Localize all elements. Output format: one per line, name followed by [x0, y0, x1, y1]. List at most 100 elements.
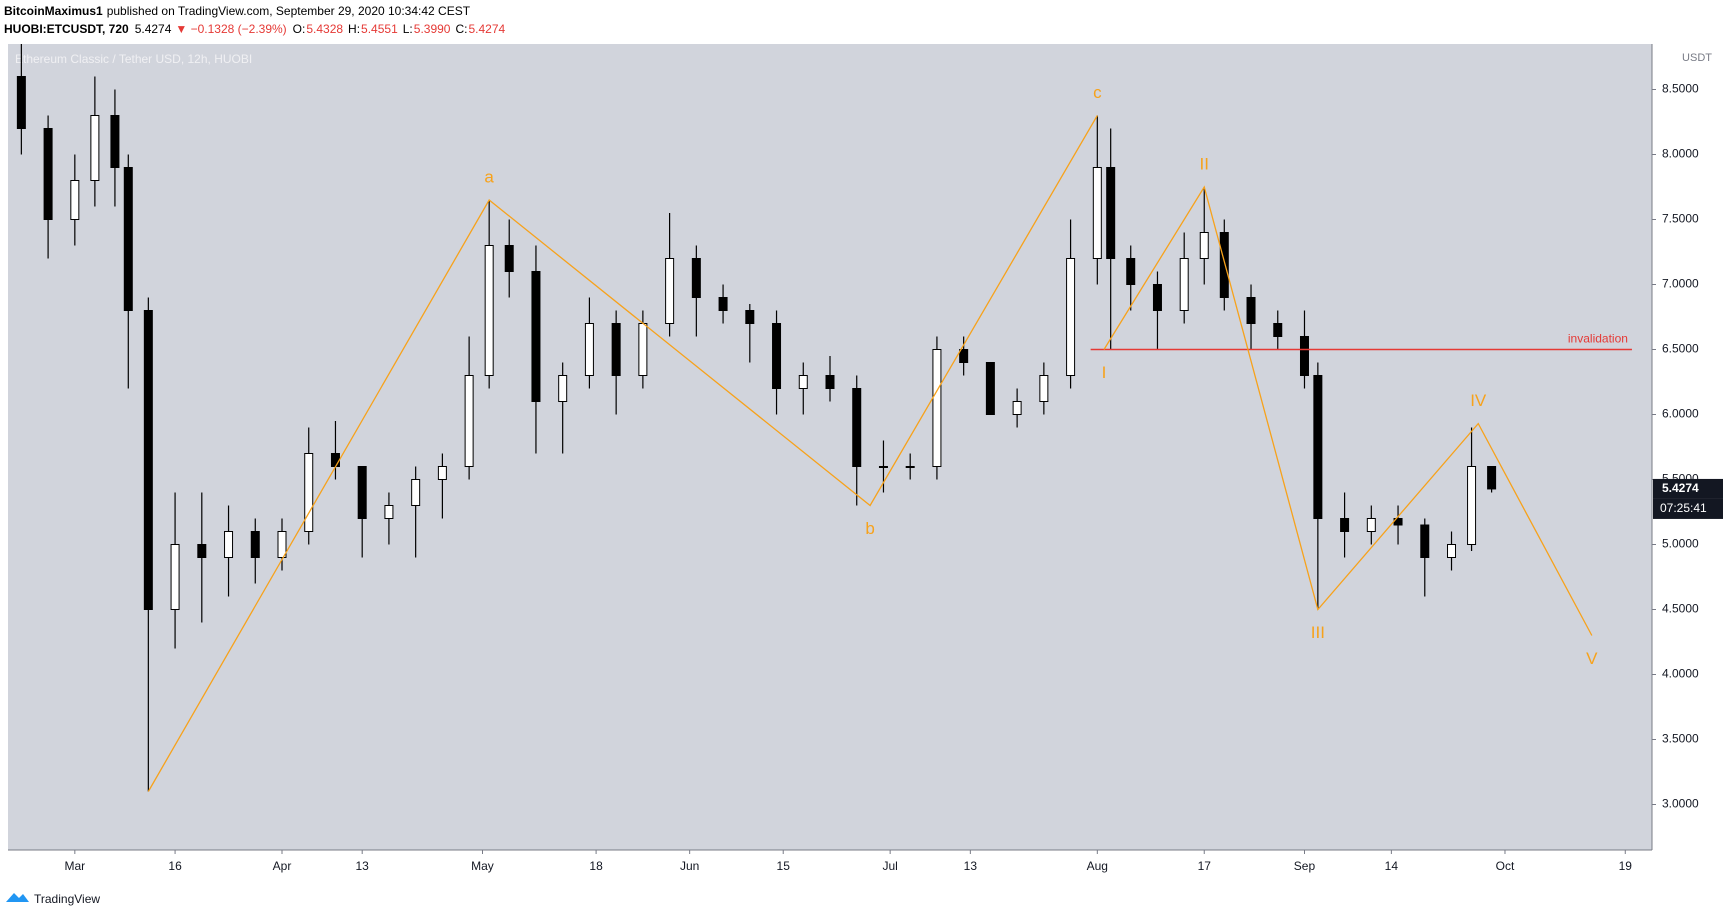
wave-label: II — [1200, 154, 1209, 173]
last-price: 5.4274 — [135, 22, 172, 36]
candle-body — [1299, 336, 1309, 376]
ohlc-value: 5.4328 — [306, 22, 343, 36]
candle-body — [584, 323, 594, 376]
candle-body — [1467, 466, 1477, 545]
candle-body — [852, 388, 862, 467]
candle-body — [1487, 466, 1497, 490]
candle-body — [1273, 323, 1283, 337]
candle-body — [411, 479, 421, 506]
candle-body — [932, 349, 942, 467]
candle-body — [277, 531, 287, 558]
candle-body — [384, 505, 394, 519]
candle-body — [691, 258, 701, 298]
countdown: 07:25:41 — [1660, 501, 1707, 515]
y-tick-label: 7.5000 — [1662, 212, 1699, 226]
candle-body — [531, 271, 541, 402]
candle-body — [825, 375, 835, 389]
x-tick-label: Aug — [1087, 859, 1108, 873]
ohlc-value: 5.4551 — [361, 22, 398, 36]
x-tick-label: 17 — [1198, 859, 1212, 873]
price-tag — [1653, 478, 1723, 499]
author: BitcoinMaximus1 — [4, 4, 103, 18]
candle-body — [1152, 284, 1162, 311]
wave-label: I — [1102, 363, 1107, 382]
y-tick-label: 6.5000 — [1662, 342, 1699, 356]
brand-logo — [6, 893, 29, 902]
candle-body — [70, 180, 80, 220]
candle-body — [1313, 375, 1323, 519]
candle-body — [357, 466, 367, 519]
candle-body — [772, 323, 782, 389]
candle-body — [484, 245, 494, 376]
candle-body — [197, 544, 207, 558]
brand: TradingView — [34, 892, 100, 906]
ohlc-key: C: — [455, 22, 467, 36]
candle-body — [905, 466, 915, 468]
candle-body — [959, 349, 969, 363]
candle-body — [504, 245, 514, 272]
y-tick-label: 8.5000 — [1662, 82, 1699, 96]
symbol: HUOBI:ETCUSDT, 720 — [4, 22, 129, 36]
y-tick-label: 4.5000 — [1662, 602, 1699, 616]
candle-body — [558, 375, 568, 402]
y-tick-label: 4.0000 — [1662, 667, 1699, 681]
price-axis — [1652, 44, 1724, 850]
candle-body — [330, 453, 340, 467]
x-tick-label: Apr — [273, 859, 292, 873]
candle-body — [745, 310, 755, 324]
candle-body — [1066, 258, 1076, 376]
candle-body — [123, 167, 133, 311]
candle-body — [304, 453, 314, 532]
candle-body — [665, 258, 675, 324]
y-tick-label: 3.5000 — [1662, 732, 1699, 746]
ohlc-value: 5.4274 — [468, 22, 505, 36]
currency: USDT — [1682, 52, 1712, 64]
candle-body — [985, 362, 995, 415]
x-tick-label: Mar — [64, 859, 85, 873]
wave-path — [1103, 185, 1593, 636]
candle-body — [1219, 232, 1229, 298]
candle-body — [143, 310, 153, 610]
candle-body — [1092, 167, 1102, 259]
invalidation-label: invalidation — [1568, 332, 1628, 346]
wave-label: c — [1093, 83, 1102, 102]
wave-label: a — [484, 167, 494, 186]
candle-body — [611, 323, 621, 376]
wave-label: IV — [1470, 391, 1487, 410]
candle-body — [1340, 518, 1350, 532]
published: published on TradingView.com, September … — [107, 4, 471, 18]
plot-area — [8, 44, 1652, 850]
x-tick-label: 18 — [589, 859, 603, 873]
candle-body — [1199, 232, 1209, 259]
watermark: Ethereum Classic / Tether USD, 12h, HUOB… — [15, 52, 252, 66]
x-tick-label: Oct — [1496, 859, 1515, 873]
wave-label: III — [1311, 623, 1325, 642]
candle-body — [1012, 401, 1022, 415]
candle-body — [1106, 167, 1116, 259]
x-tick-label: Sep — [1294, 859, 1316, 873]
candle-body — [1420, 524, 1430, 558]
wave-path — [147, 115, 1098, 792]
candle-body — [638, 323, 648, 376]
price-tag-label: 5.4274 — [1662, 481, 1699, 495]
x-tick-label: 19 — [1619, 859, 1633, 873]
candle-body — [110, 115, 120, 168]
candle-body — [878, 466, 888, 468]
change: ▼ −0.1328 (−2.39%) — [175, 22, 286, 36]
ohlc-value: 5.3990 — [414, 22, 451, 36]
ohlc-key: O: — [293, 22, 306, 36]
candle-body — [170, 544, 180, 610]
wave-label: b — [865, 519, 874, 538]
x-tick-label: 15 — [777, 859, 791, 873]
wave-label: V — [1586, 649, 1598, 668]
candle-body — [1179, 258, 1189, 311]
y-tick-label: 3.0000 — [1662, 797, 1699, 811]
x-tick-label: 13 — [356, 859, 370, 873]
candle-body — [798, 375, 808, 389]
x-tick-label: 13 — [964, 859, 978, 873]
y-tick-label: 5.0000 — [1662, 537, 1699, 551]
candle-body — [1246, 297, 1256, 324]
candle-body — [1039, 375, 1049, 402]
